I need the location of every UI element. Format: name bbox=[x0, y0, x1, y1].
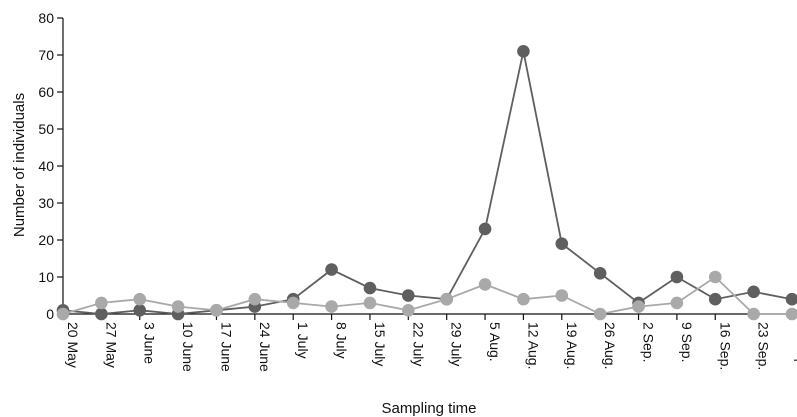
series-1 bbox=[56, 45, 797, 321]
data-point bbox=[747, 285, 760, 299]
x-tick-label: 12 Aug. bbox=[525, 322, 541, 370]
data-point bbox=[478, 278, 492, 291]
data-point bbox=[248, 292, 262, 306]
x-axis-title: Sampling time bbox=[381, 400, 476, 417]
x-tick-label: 27 May bbox=[103, 322, 119, 368]
data-point bbox=[747, 307, 760, 321]
data-point bbox=[632, 300, 645, 313]
y-tick-label: 60 bbox=[38, 84, 54, 100]
data-point bbox=[708, 292, 722, 306]
x-tick-label: 20 May bbox=[65, 322, 81, 368]
x-tick-label: 24 June bbox=[257, 322, 273, 372]
x-axis: 20 May 27 May 3 June 10 June 17 June 24 June 1… bbox=[62, 313, 797, 372]
x-tick-label: 16 Sep. bbox=[717, 322, 733, 370]
data-point bbox=[785, 307, 797, 321]
x-tick-label: 15 July bbox=[372, 322, 388, 366]
series-line bbox=[62, 275, 792, 315]
data-point bbox=[325, 263, 338, 276]
x-tick-label: 22 July bbox=[410, 322, 426, 366]
data-point bbox=[593, 267, 607, 280]
data-point bbox=[670, 270, 684, 284]
data-point bbox=[440, 292, 453, 306]
data-point bbox=[517, 292, 530, 306]
x-tick-label: 17 June bbox=[218, 322, 234, 372]
x-tick-label: 1 July bbox=[295, 322, 311, 359]
data-point bbox=[593, 307, 607, 321]
data-point bbox=[402, 304, 415, 317]
data-point bbox=[133, 304, 147, 317]
x-tick-label: 29 July bbox=[449, 322, 465, 366]
x-tick-label: 3 June bbox=[142, 322, 158, 364]
y-tick-label: 50 bbox=[38, 121, 54, 137]
data-point bbox=[56, 307, 70, 321]
y-tick-label: 30 bbox=[38, 195, 54, 211]
data-point bbox=[670, 296, 684, 310]
data-point bbox=[210, 304, 223, 317]
data-point bbox=[363, 296, 377, 310]
x-tick-label: 8 July bbox=[334, 322, 350, 359]
series-2 bbox=[56, 270, 797, 321]
series-layer bbox=[56, 45, 797, 321]
y-tick-label: 20 bbox=[38, 232, 54, 248]
x-tick-label: 23 Sep. bbox=[756, 322, 772, 370]
y-tick-label: 80 bbox=[38, 10, 54, 26]
x-tick-label: 26 Aug. bbox=[602, 322, 618, 370]
data-point bbox=[785, 292, 797, 306]
data-point bbox=[363, 281, 377, 295]
data-point bbox=[95, 296, 108, 310]
data-point bbox=[171, 300, 185, 313]
x-tick-label: 10 June bbox=[180, 322, 196, 372]
y-tick-label: 70 bbox=[38, 47, 54, 63]
data-point bbox=[133, 292, 147, 306]
y-axis-title: Number of individuals bbox=[11, 93, 28, 237]
y-tick-label: 10 bbox=[38, 269, 54, 285]
data-point bbox=[402, 289, 415, 302]
data-point bbox=[95, 307, 108, 321]
x-tick-label: 30 Sep. bbox=[794, 322, 797, 370]
y-tick-label: 0 bbox=[46, 306, 54, 322]
data-point bbox=[478, 222, 492, 236]
x-tick-label: 19 Aug. bbox=[564, 322, 580, 370]
x-tick-label: 2 Sep. bbox=[641, 322, 657, 362]
x-tick-label: 9 Sep. bbox=[679, 322, 695, 362]
data-point bbox=[555, 237, 569, 250]
data-point bbox=[286, 296, 300, 310]
y-tick-label: 40 bbox=[38, 158, 54, 174]
data-point bbox=[325, 300, 338, 313]
x-tick-label: 5 Aug. bbox=[487, 322, 503, 362]
series-line bbox=[62, 51, 793, 315]
y-axis: 0 10 20 30 40 50 60 70 80 bbox=[38, 10, 64, 322]
data-point bbox=[708, 270, 722, 284]
data-point bbox=[555, 289, 569, 302]
data-point bbox=[517, 45, 530, 58]
